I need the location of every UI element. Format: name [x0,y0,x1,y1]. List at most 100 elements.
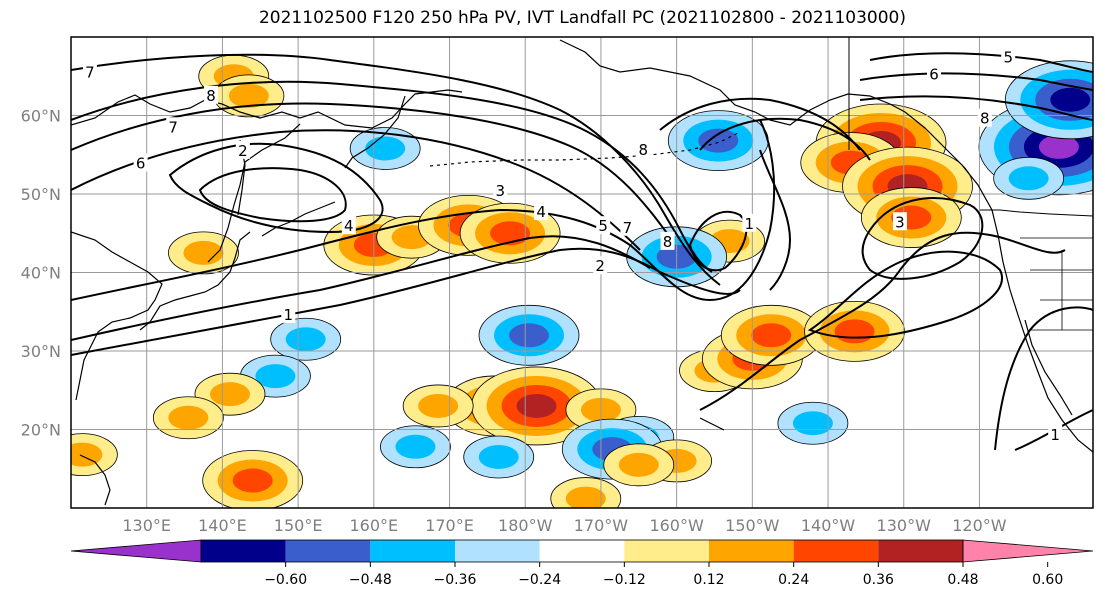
pv-anomaly-blob [777,401,849,445]
colorbar-segment [455,540,540,562]
pv-anomaly-blob [380,425,451,469]
pv-anomaly-blob [550,477,622,508]
pv-anomaly-blob [239,354,311,398]
contour-label-bg [341,216,356,235]
lat-tick-label: 50°N [21,185,61,204]
latitude-labels: 20°N 30°N 40°N 50°N 60°N [21,107,61,440]
pv-anomaly-band [395,434,436,459]
lon-tick-label: 160°E [349,516,398,535]
pv-anomaly-blob [202,450,304,508]
pv-anomaly-band [698,128,739,153]
contour-label-bg [596,216,611,235]
contour-label-bg [636,140,651,159]
colorbar-extend-high [962,539,1094,563]
pv-anomaly-blob [720,304,822,366]
lat-tick-label: 30°N [21,342,61,361]
contour-label-bg [1001,47,1016,66]
pv-anomaly-band [751,323,792,348]
contour-label-bg [281,304,296,323]
pv-anomaly-band [183,240,224,265]
coastline-aleutians [429,131,741,167]
colorbar-tick-label: −0.12 [603,572,646,588]
contour-label: 5 [1003,48,1013,66]
pv-anomaly-band [516,393,557,418]
colorbar-tick-label: 0.36 [863,572,894,588]
colorbar-frame [200,539,964,563]
contour-label: 4 [536,203,546,221]
colorbar-tick-label: −0.60 [264,572,307,588]
contour-label: 3 [895,213,905,231]
lon-tick-label: 170°E [425,516,474,535]
contour-label: 7 [168,118,178,136]
contour-label-bg [742,213,757,232]
pv-anomaly-blob [168,231,239,275]
pv-anomaly-band [1050,87,1091,112]
pv-anomaly-blob [993,156,1065,200]
colorbar-tick-label: 0.12 [693,572,724,588]
colorbar-tick-label: 0.60 [1032,572,1063,588]
colorbar-extend-low [70,539,202,563]
contour-label-bg [1048,424,1063,443]
colorbar-tick-label: −0.24 [518,572,561,588]
pv-anomaly-band [168,405,209,430]
coastline-asia [71,89,463,129]
pv-contour [71,247,741,356]
pv-contour [994,306,1093,451]
lon-tick-label: 170°W [574,516,629,535]
map-frame [70,36,1094,509]
pv-contour [807,250,1003,339]
pv-anomaly-band [228,83,269,108]
contour-label: 6 [136,154,146,172]
lon-tick-label: 150°E [274,516,323,535]
pv-anomaly-blob [860,187,962,248]
pv-anomaly-band [509,323,550,348]
pv-contours [71,52,1093,451]
contour-label: 7 [85,63,95,81]
coastline-philippines [79,454,111,506]
pv-anomaly-band [255,364,296,389]
pv-anomaly-blob [478,304,580,366]
colorbar-segment [793,540,879,562]
pv-anomaly-band [834,319,875,344]
colorbar-segment [370,540,455,562]
pv-contour [198,167,347,223]
colorbar-segment [201,540,286,562]
pv-anomaly-band [792,411,833,436]
coastline-hawaii [699,417,725,431]
lon-tick-label: 160°W [649,516,704,535]
lat-tick-label: 20°N [21,421,61,440]
lon-tick-label: 130°E [122,516,171,535]
contour-label: 4 [344,217,354,235]
pv-anomaly-blob [667,110,769,172]
coastline-korea-china [71,231,163,401]
pv-anomaly-band [71,442,103,467]
pv-contour [688,210,748,272]
contour-label-bg [892,212,907,231]
colorbar-segment [539,540,625,562]
pv-anomaly-band [418,393,459,418]
contour-label-bg [620,217,635,236]
pv-contour [859,72,1093,91]
contour-label-bg [977,108,992,127]
contour-label-bg [166,117,181,136]
contour-label: 3 [495,182,505,200]
contour-label-bg [82,62,97,81]
colorbar-tick-label: −0.48 [349,572,392,588]
colorbar-segment [709,540,794,562]
coastline-alaska [559,39,1093,453]
pv-anomaly-band [565,486,606,508]
coastline-okhotsk [207,123,301,263]
colorbar-segment [285,540,371,562]
pv-contour [71,129,641,251]
pv-anomaly-blob [152,396,224,440]
pv-anomaly-blob [270,317,342,361]
coastline-baja [1024,319,1073,416]
contour-label: 6 [929,66,939,84]
contour-label: 8 [663,233,673,251]
contour-label-bg [927,64,942,83]
contour-label: 7 [623,219,633,237]
coastline-japan [139,231,251,331]
contour-label: 1 [745,215,755,233]
pv-anomaly-band [1008,166,1049,191]
